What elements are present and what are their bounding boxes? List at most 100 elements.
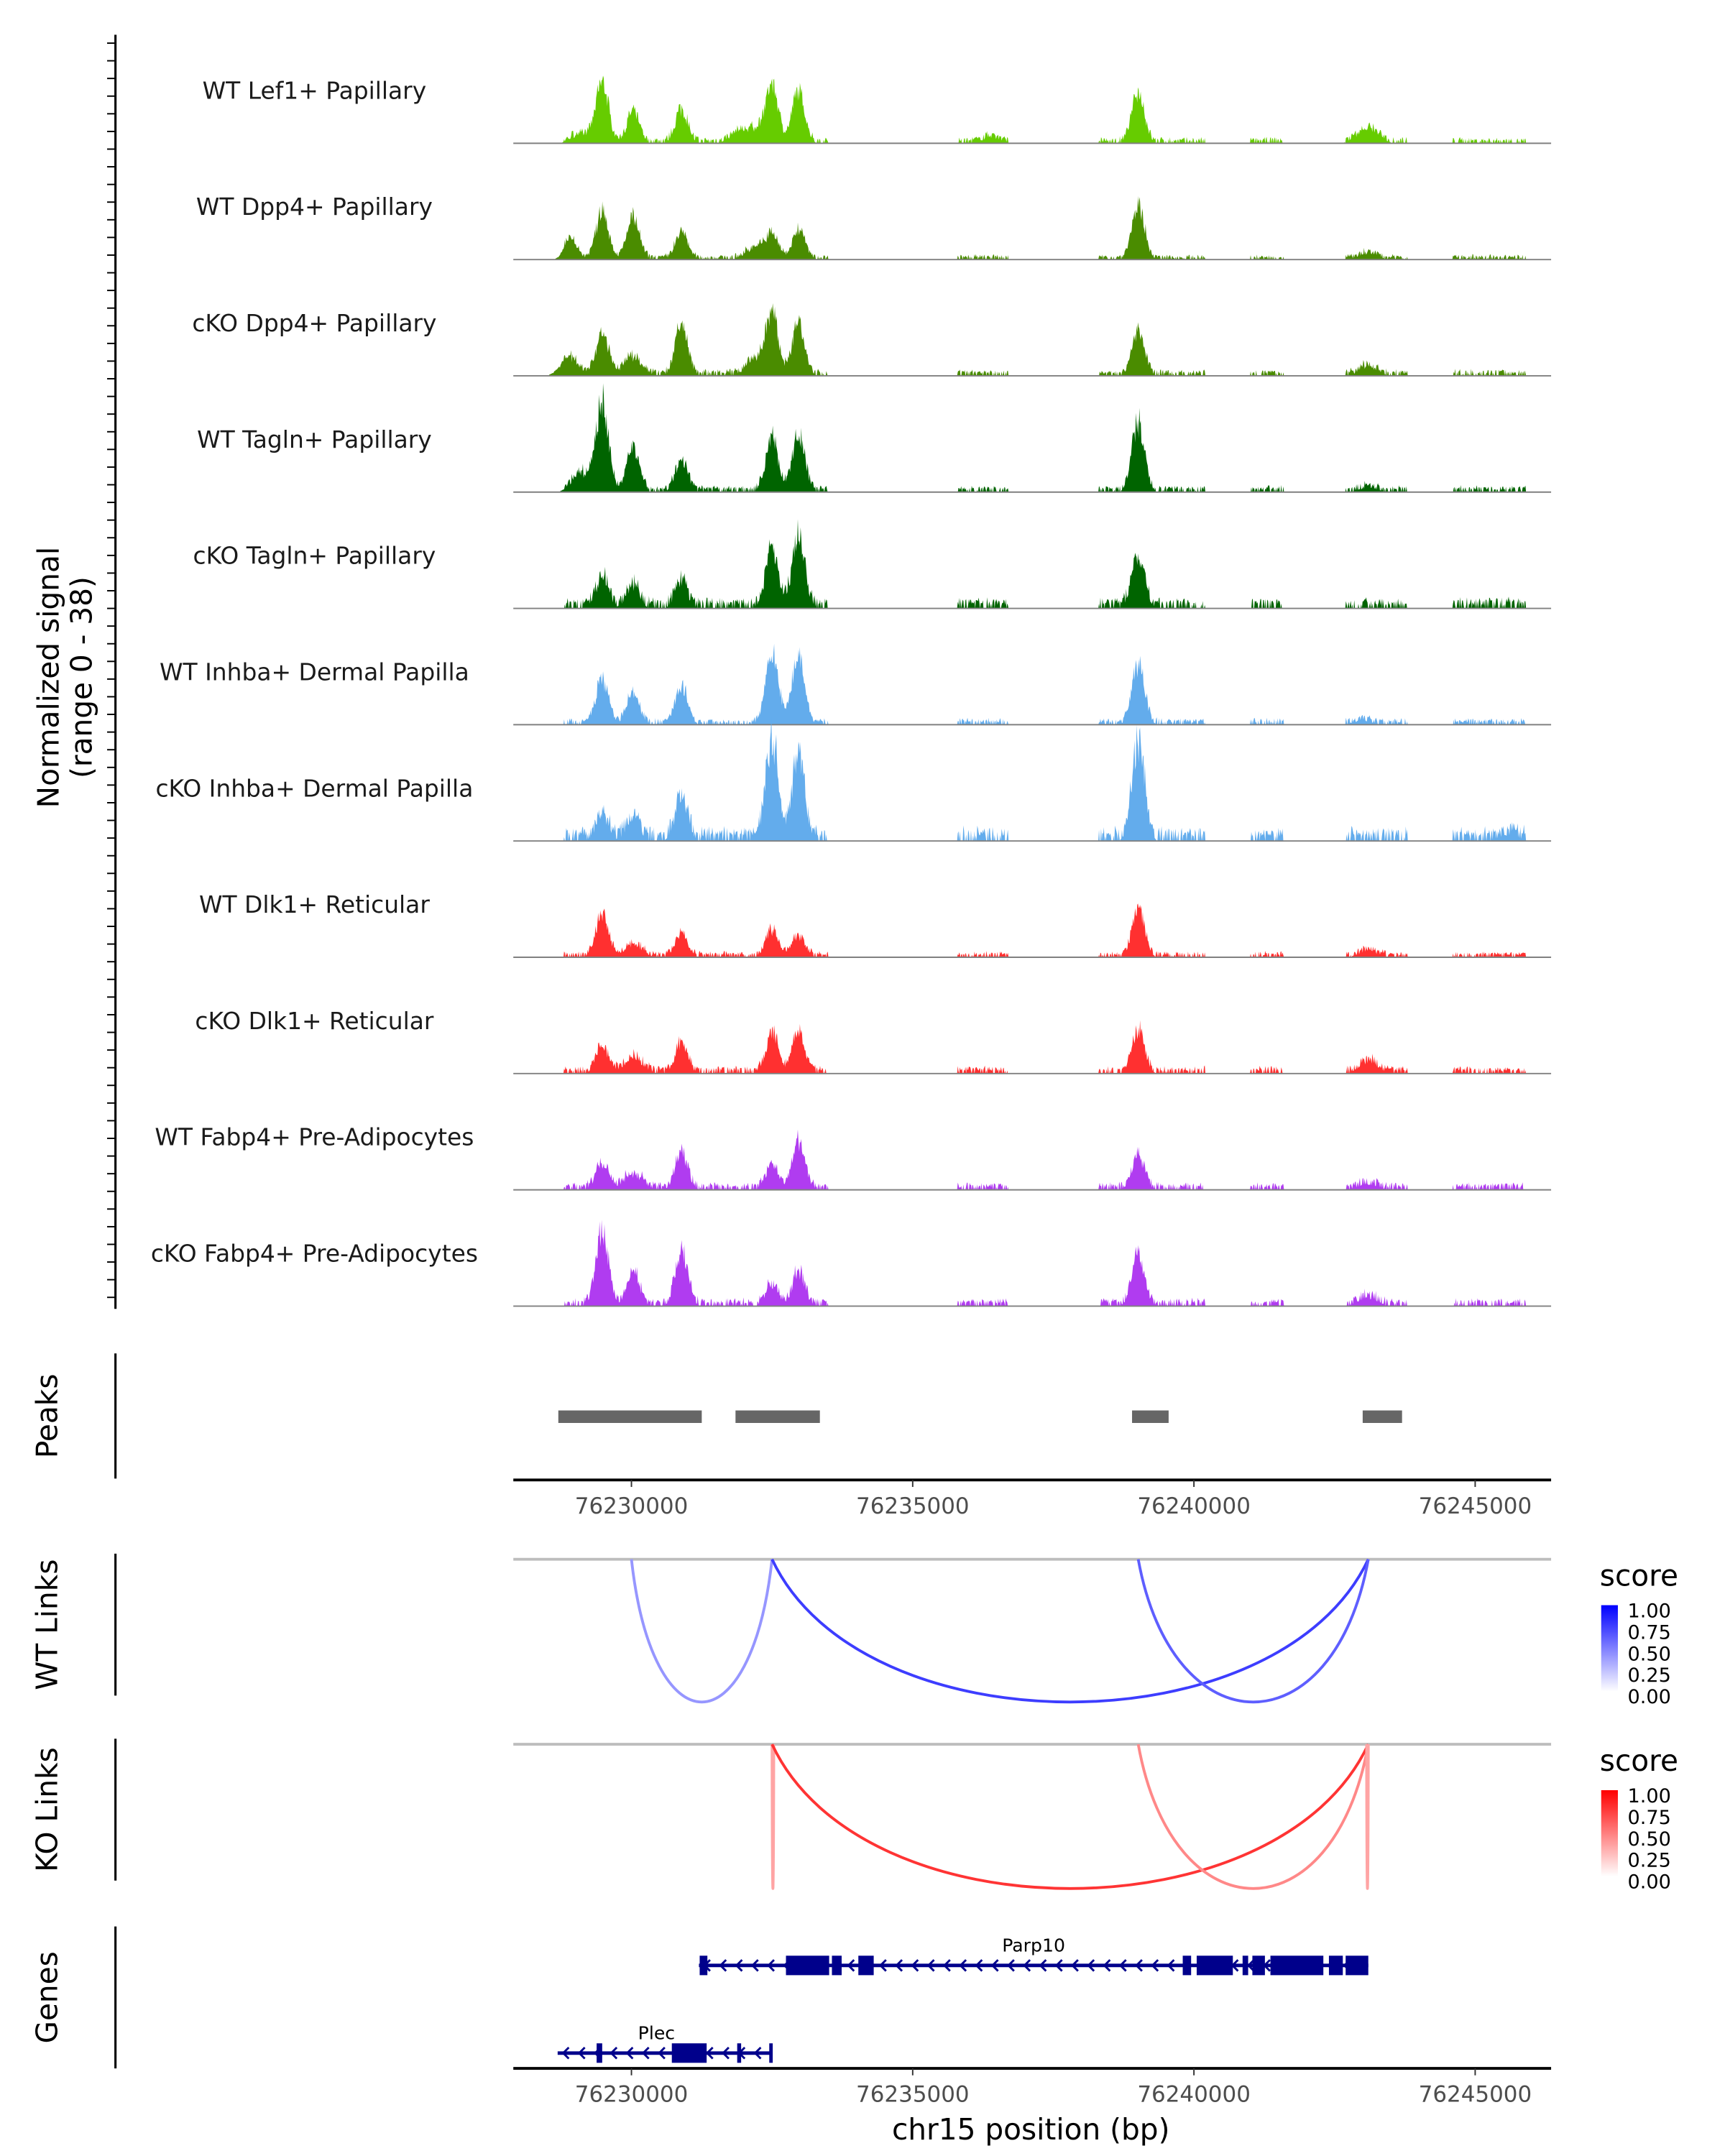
gene-models: Parp10 Plec — [557, 1935, 1368, 2063]
links-label: KO Links — [29, 1747, 64, 1872]
strand-arrow-icon — [625, 2047, 634, 2060]
strand-arrow-icon — [911, 1959, 919, 1972]
strand-arrow-icon — [1071, 1959, 1079, 1972]
strand-arrow-icon — [943, 1959, 951, 1972]
exon — [1270, 1955, 1324, 1976]
gene-name: Parp10 — [1002, 1935, 1065, 1955]
exon — [671, 2043, 707, 2063]
coverage-track: cKO Fabp4+ Pre-Adipocytes — [151, 1220, 1552, 1307]
legend-tick-label: 0.50 — [1628, 1643, 1671, 1665]
wt-links-panel: WT Links score 1.000.750.500.250.00 — [29, 1553, 1678, 1708]
strand-arrow-icon — [735, 1959, 743, 1972]
x-axis-top: 76230000 76235000 76240000 76245000 — [513, 1478, 1552, 1519]
strand-arrow-icon — [847, 1959, 855, 1972]
link-arc — [1136, 1559, 1370, 1704]
coverage-area — [513, 1020, 1552, 1074]
coverage-track: WT Dpp4+ Papillary — [196, 193, 1552, 261]
coverage-track: WT Dlk1+ Reticular — [199, 890, 1552, 958]
legend-colorbar — [1601, 1605, 1618, 1692]
track-label: cKO Fabp4+ Pre-Adipocytes — [151, 1239, 478, 1267]
track-label: WT Dpp4+ Papillary — [196, 193, 433, 221]
strand-arrow-icon — [1054, 1959, 1063, 1972]
peak-region — [558, 1410, 702, 1423]
coverage-track: cKO Inhba+ Dermal Papilla — [155, 716, 1552, 842]
legend-tick-label: 0.00 — [1628, 1871, 1671, 1893]
strand-arrow-icon — [1039, 1959, 1047, 1972]
x-tick-label: 76230000 — [575, 2082, 689, 2108]
exon — [1196, 1955, 1233, 1976]
strand-arrow-icon — [767, 1959, 775, 1972]
gene-plec: Plec — [557, 2022, 773, 2063]
coverage-tracks: WT Lef1+ Papillary WT Dpp4+ Papillary cKO … — [151, 75, 1552, 1307]
exon — [1252, 1955, 1265, 1976]
strand-arrow-icon — [926, 1959, 935, 1972]
strand-arrow-icon — [705, 2047, 714, 2060]
x-tick-label: 76235000 — [856, 2082, 970, 2108]
coverage-area — [513, 1220, 1552, 1307]
coverage-area — [513, 75, 1552, 144]
legend-title: score — [1600, 1558, 1678, 1593]
exon — [769, 2043, 773, 2063]
genes-label: Genes — [29, 1951, 64, 2043]
ko-links-panel: KO Links score 1.000.750.500.250.00 — [29, 1738, 1678, 1893]
strand-arrow-icon — [959, 1959, 967, 1972]
legend-tick-label: 0.25 — [1628, 1664, 1671, 1687]
coverage-track: WT Lef1+ Papillary — [203, 75, 1552, 144]
link-arc — [770, 1558, 1370, 1704]
strand-arrow-icon — [561, 2047, 570, 2060]
legend-tick-label: 0.75 — [1628, 1622, 1671, 1644]
strand-arrow-icon — [658, 2047, 666, 2060]
exon — [737, 2043, 742, 2063]
gene-parp10: Parp10 — [699, 1935, 1368, 1976]
strand-arrow-icon — [1118, 1959, 1127, 1972]
peaks-panel: Peaks 76230000 76235000 76240000 76245000 — [29, 1353, 1552, 1519]
coverage-track: cKO Dpp4+ Papillary — [192, 303, 1552, 377]
track-label: WT Dlk1+ Reticular — [199, 890, 430, 918]
track-label: WT Fabp4+ Pre-Adipocytes — [155, 1123, 474, 1151]
exon — [786, 1955, 829, 1976]
strand-arrow-icon — [577, 2047, 586, 2060]
coverage-track: cKO Dlk1+ Reticular — [195, 1007, 1552, 1074]
coverage-area — [513, 1129, 1552, 1190]
peak-region — [735, 1410, 820, 1423]
coverage-area — [513, 716, 1552, 842]
strand-arrow-icon — [753, 2047, 762, 2060]
legend-tick-label: 1.00 — [1628, 1600, 1671, 1623]
strand-arrow-icon — [1007, 1959, 1015, 1972]
exon — [1328, 1955, 1343, 1976]
x-tick-label: 76235000 — [856, 1493, 970, 1519]
legend-tick-label: 0.50 — [1628, 1828, 1671, 1851]
exon — [1242, 1955, 1248, 1976]
x-axis-bottom: 76230000 76235000 76240000 76245000 — [513, 2067, 1552, 2108]
link-arc — [1136, 1743, 1370, 1890]
x-tick-label: 76245000 — [1419, 1493, 1532, 1519]
strand-arrow-icon — [1151, 1959, 1159, 1972]
exon — [858, 1955, 874, 1976]
x-tick-label: 76230000 — [575, 1493, 689, 1519]
strand-arrow-icon — [1135, 1959, 1143, 1972]
link-arc — [770, 1744, 776, 1890]
coverage-area — [513, 383, 1552, 492]
strand-arrow-icon — [610, 2047, 618, 2060]
peak-regions — [558, 1410, 1402, 1423]
track-label: cKO Dpp4+ Papillary — [192, 309, 436, 337]
link-arc — [630, 1559, 774, 1704]
track-label: WT Lef1+ Papillary — [203, 76, 427, 104]
x-tick-label: 76245000 — [1419, 2082, 1532, 2108]
genes-panel: Genes Parp10 Plec 76230000 76235000 7624000… — [29, 1926, 1552, 2147]
strand-arrow-icon — [975, 1959, 983, 1972]
strand-arrow-icon — [895, 1959, 903, 1972]
legend-tick-label: 0.00 — [1628, 1686, 1671, 1708]
strand-arrow-icon — [1087, 1959, 1095, 1972]
exon — [1182, 1955, 1192, 1976]
coverage-area — [513, 519, 1552, 609]
x-axis-title: chr15 position (bp) — [892, 2112, 1169, 2147]
track-label: WT Inhba+ Dermal Papilla — [160, 658, 469, 686]
strand-arrow-icon — [719, 1959, 727, 1972]
coverage-track: WT Inhba+ Dermal Papilla — [160, 643, 1552, 726]
exon — [597, 2043, 602, 2063]
strand-arrow-icon — [990, 1959, 999, 1972]
links-label: WT Links — [29, 1560, 64, 1690]
y-axis-ticks — [107, 42, 116, 1299]
